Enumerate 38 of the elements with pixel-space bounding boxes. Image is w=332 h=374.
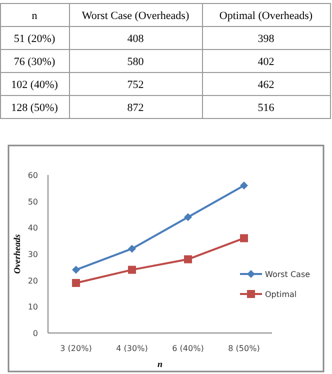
point	[128, 266, 136, 274]
x-axis-title: n	[157, 359, 163, 369]
point	[240, 234, 248, 242]
point	[72, 278, 80, 287]
y-tick-label: 40	[28, 224, 38, 233]
y-axis-title: Overheads	[12, 234, 22, 274]
text: n	[32, 10, 38, 22]
category-label: 128 (50%)	[11, 102, 58, 114]
point	[184, 255, 192, 264]
category-label: 51 (20%)	[14, 33, 56, 45]
legend-label: Optimal	[265, 290, 297, 299]
y-tick-label: 30	[28, 250, 38, 259]
point	[72, 266, 80, 274]
data-label: 516	[258, 102, 275, 114]
data-label: 752	[127, 79, 144, 91]
legend-label: Worst Case	[265, 270, 310, 279]
data-label: 580	[127, 56, 144, 68]
x-tick-label: 3 (20%)	[60, 344, 92, 353]
y-tick-label: 10	[28, 302, 38, 312]
data-label: 402	[258, 56, 274, 68]
y-tick-label: 20	[28, 276, 38, 286]
data-label: 398	[258, 33, 275, 45]
point	[184, 213, 192, 222]
category-label: 102 (40%)	[11, 79, 58, 91]
category-label: 76 (30%)	[14, 56, 56, 68]
text: Optimal (Overheads)	[219, 10, 313, 22]
y-tick-label: 60	[28, 171, 38, 180]
y-tick-label: 50	[28, 197, 38, 206]
data-label: 872	[127, 102, 144, 114]
data-label: 408	[127, 33, 144, 45]
point	[240, 182, 248, 190]
y-tick-label: 0	[32, 329, 38, 338]
x-tick-label: 6 (40%)	[172, 344, 204, 353]
point	[128, 244, 136, 253]
data-label: 462	[258, 79, 274, 91]
x-tick-label: 8 (50%)	[228, 344, 260, 353]
text: Worst Case (Overheads)	[82, 10, 190, 22]
x-tick-label: 4 (30%)	[116, 344, 148, 353]
